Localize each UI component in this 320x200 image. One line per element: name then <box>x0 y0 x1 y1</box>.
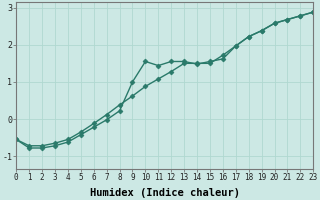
X-axis label: Humidex (Indice chaleur): Humidex (Indice chaleur) <box>90 188 240 198</box>
